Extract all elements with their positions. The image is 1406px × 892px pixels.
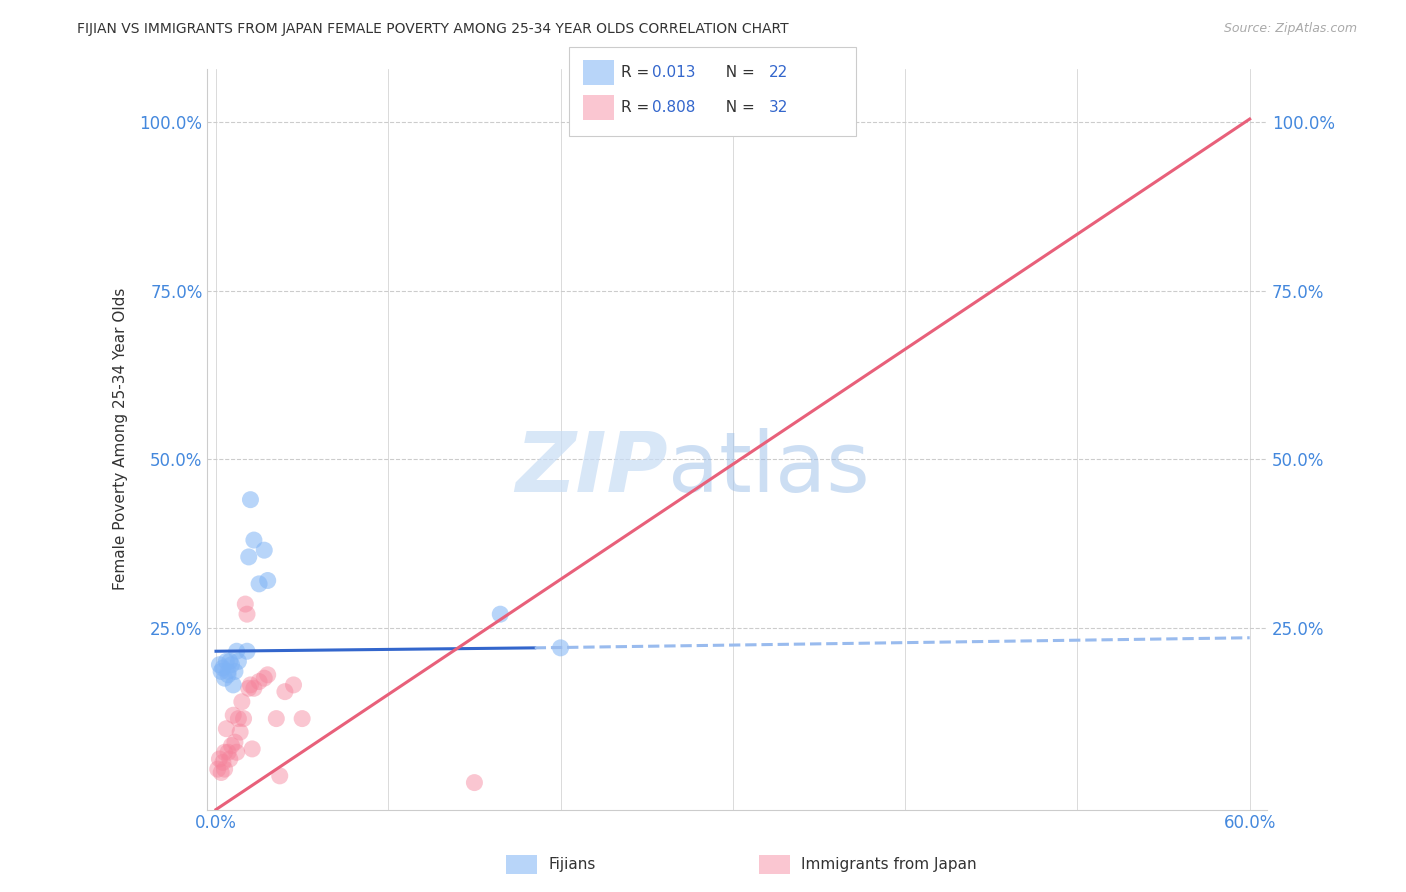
Point [222, 708, 245, 723]
Point [212, 661, 235, 675]
Point [239, 678, 262, 692]
Point [243, 681, 266, 696]
Text: Source: ZipAtlas.com: Source: ZipAtlas.com [1223, 22, 1357, 36]
Point [269, 769, 291, 783]
Point [274, 684, 297, 698]
Point [208, 657, 231, 672]
Point [243, 533, 266, 547]
Text: 22: 22 [769, 65, 789, 79]
Point [209, 765, 232, 780]
Text: 0.808: 0.808 [652, 101, 696, 115]
Point [232, 712, 254, 726]
Point [228, 712, 250, 726]
Point [214, 745, 236, 759]
Point [217, 668, 239, 682]
Point [283, 678, 305, 692]
Text: Immigrants from Japan: Immigrants from Japan [801, 857, 977, 871]
Point [221, 657, 243, 672]
Point [215, 722, 238, 736]
Point [238, 549, 260, 564]
Point [215, 654, 238, 668]
Point [247, 577, 270, 591]
Point [225, 644, 247, 658]
Point [256, 574, 278, 588]
Point [236, 607, 259, 622]
Point [236, 644, 259, 658]
Text: ZIP: ZIP [516, 428, 668, 509]
Point [209, 665, 232, 679]
Point [225, 745, 247, 759]
Point [214, 671, 236, 685]
Text: 0.013: 0.013 [652, 65, 696, 79]
Point [221, 739, 243, 753]
Text: N =: N = [716, 101, 759, 115]
Point [238, 681, 260, 696]
Text: atlas: atlas [668, 428, 870, 509]
Point [256, 668, 278, 682]
Text: FIJIAN VS IMMIGRANTS FROM JAPAN FEMALE POVERTY AMONG 25-34 YEAR OLDS CORRELATION: FIJIAN VS IMMIGRANTS FROM JAPAN FEMALE P… [77, 22, 789, 37]
Point [247, 674, 270, 689]
Point [228, 654, 250, 668]
Text: Fijians: Fijians [548, 857, 596, 871]
Point [224, 735, 246, 749]
Point [207, 762, 229, 776]
Point [212, 756, 235, 770]
Point [550, 640, 572, 655]
Point [217, 665, 239, 679]
Point [218, 654, 240, 668]
Point [253, 671, 276, 685]
Point [253, 543, 276, 558]
Point [214, 762, 236, 776]
Text: 32: 32 [769, 101, 789, 115]
Text: N =: N = [716, 65, 759, 79]
Point [291, 712, 314, 726]
Point [233, 597, 256, 611]
Point [489, 607, 512, 622]
Point [224, 665, 246, 679]
Point [218, 752, 240, 766]
Point [229, 725, 252, 739]
Point [217, 745, 239, 759]
Point [240, 742, 263, 756]
Point [222, 678, 245, 692]
Point [266, 712, 288, 726]
Point [208, 752, 231, 766]
Point [239, 492, 262, 507]
Y-axis label: Female Poverty Among 25-34 Year Olds: Female Poverty Among 25-34 Year Olds [114, 288, 128, 591]
Point [231, 695, 253, 709]
Text: R =: R = [621, 65, 655, 79]
Text: R =: R = [621, 101, 655, 115]
Point [463, 775, 485, 789]
